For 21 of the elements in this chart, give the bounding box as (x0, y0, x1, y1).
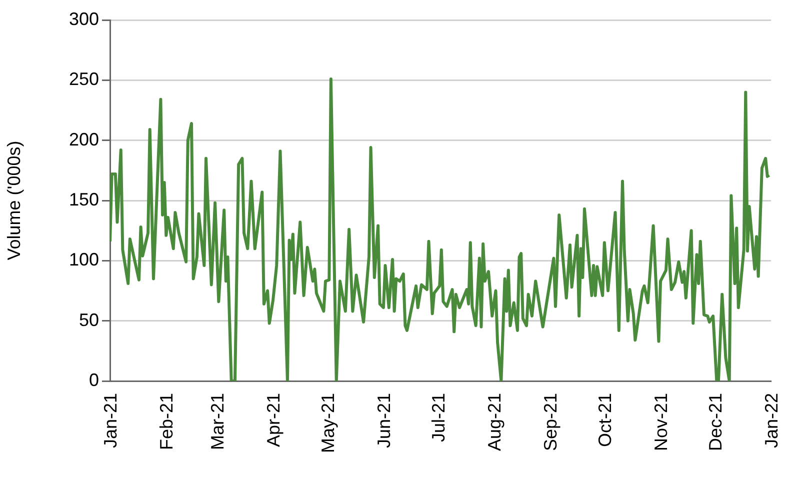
x-tick-label: May-21 (318, 393, 338, 454)
y-tick-label: 200 (68, 129, 99, 150)
x-tick-label: Oct-21 (594, 393, 615, 448)
x-tick-label: Jan-21 (100, 393, 120, 448)
y-axis-title: Volume ('000s) (4, 140, 24, 260)
x-tick-label: Sep-21 (540, 393, 561, 452)
y-tick-label: 150 (68, 189, 99, 210)
x-tick-label: Aug-21 (484, 393, 504, 452)
x-tick-label: Mar-21 (207, 393, 228, 450)
y-tick-label: 250 (68, 69, 99, 90)
y-tick-label: 50 (78, 310, 99, 330)
x-tick-label: Feb-21 (156, 393, 177, 450)
y-tick-label: 0 (88, 370, 99, 390)
x-tick-label: Jun-21 (374, 393, 394, 448)
x-tick-label: Jan-22 (762, 393, 782, 448)
y-tick-label: 300 (68, 8, 99, 29)
x-tick-label: Apr-21 (263, 393, 284, 448)
x-tick-label: Nov-21 (651, 393, 672, 452)
y-tick-label: 100 (68, 250, 99, 270)
x-tick-label: Jul-21 (428, 393, 448, 442)
x-tick-label: Dec-21 (705, 393, 726, 452)
